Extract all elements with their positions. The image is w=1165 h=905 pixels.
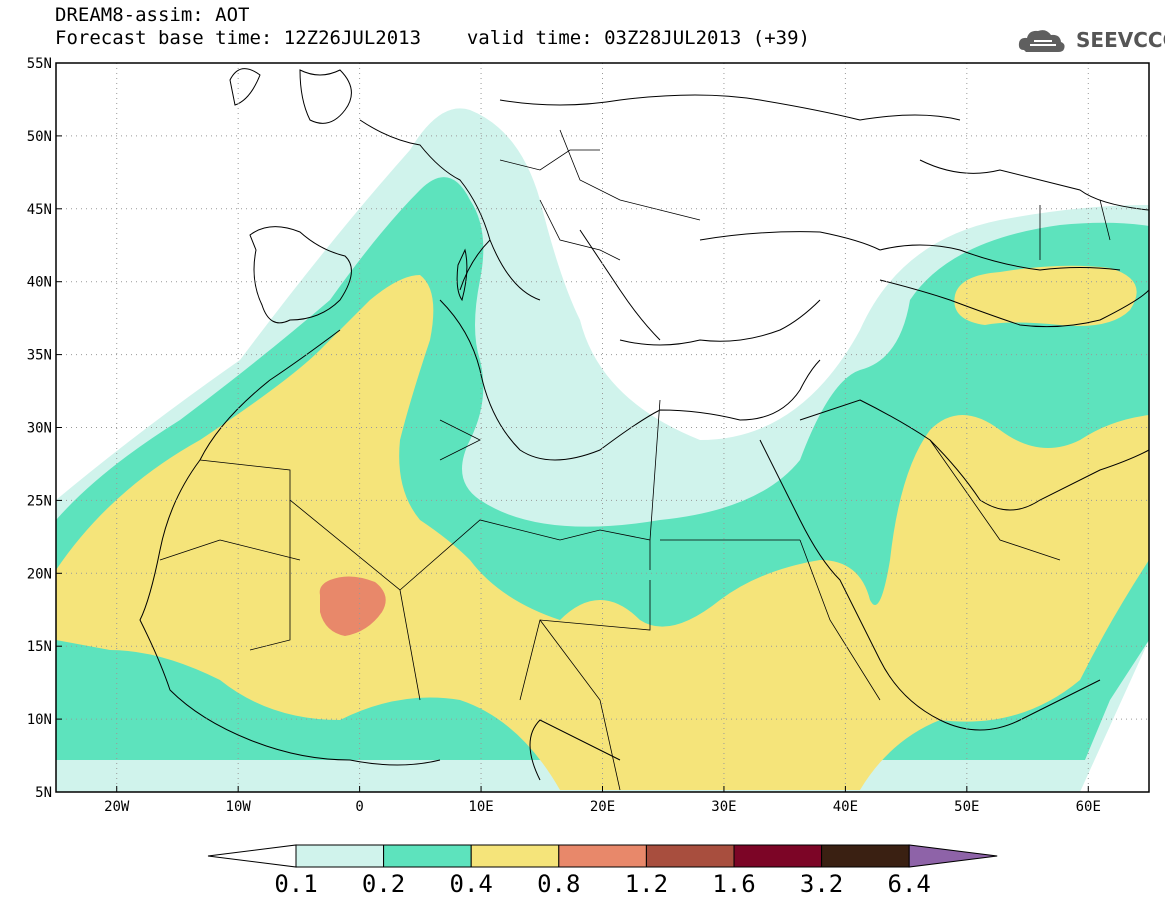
lon-tick-label: 10W <box>226 799 252 815</box>
latitude-axis: 5N 10N 15N 20N 25N 30N 35N 40N 45N 50N 55N <box>27 56 62 801</box>
colorbar-bin-3 <box>558 844 647 868</box>
longitude-axis: 20W 10W 0 10E 20E 30E 40E 50E 60E <box>104 786 1101 815</box>
lon-tick-label: 20W <box>104 799 130 815</box>
valid-time: valid time: 03Z28JUL2013 (+39) <box>466 27 810 49</box>
colorbar-label: 0.1 <box>274 870 317 898</box>
lon-tick-label: 60E <box>1076 799 1101 815</box>
colorbar-label: 3.2 <box>800 870 843 898</box>
lat-tick-label: 55N <box>27 56 52 72</box>
lat-tick-label: 20N <box>27 566 52 582</box>
colorbar-bin-2 <box>470 844 560 868</box>
lon-tick-label: 50E <box>954 799 979 815</box>
lat-tick-label: 30N <box>27 421 52 437</box>
aot-field <box>56 63 1149 792</box>
lat-tick-label: 5N <box>35 785 52 801</box>
colorbar-label: 0.4 <box>450 870 493 898</box>
lat-tick-label: 50N <box>27 129 52 145</box>
logo-text: SEEVCCC <box>1076 28 1165 52</box>
lon-tick-label: 30E <box>711 799 736 815</box>
colorbar-bin-0 <box>295 844 385 868</box>
colorbar-bin-1 <box>383 844 472 868</box>
country-borders <box>159 129 1111 791</box>
lat-tick-label: 15N <box>27 639 52 655</box>
colorbar-bin-6 <box>821 844 910 868</box>
lat-tick-label: 10N <box>27 712 52 728</box>
colorbar-bin-4 <box>645 844 735 868</box>
lat-tick-label: 25N <box>27 493 52 509</box>
colorbar-over-arrow <box>908 844 998 868</box>
colorbar-label: 1.6 <box>712 870 755 898</box>
colorbar-label: 6.4 <box>888 870 931 898</box>
colorbar-bin-5 <box>733 844 823 868</box>
lon-tick-label: 40E <box>833 799 858 815</box>
map-subtitle: Forecast base time: 12Z26JUL2013 valid t… <box>55 27 810 49</box>
colorbar-label: 1.2 <box>625 870 668 898</box>
lon-tick-label: 10E <box>468 799 493 815</box>
gridlines <box>56 63 1149 792</box>
aot-contour-0.4 <box>56 275 1149 790</box>
aot-contour-0.4-north <box>954 265 1137 326</box>
lat-tick-label: 40N <box>27 275 52 291</box>
colorbar-label: 0.8 <box>537 870 580 898</box>
aot-contour-0.8 <box>319 576 386 636</box>
cloud-icon <box>1018 30 1065 52</box>
lat-tick-label: 45N <box>27 202 52 218</box>
colorbar-under-arrow <box>207 844 297 868</box>
colorbar: 0.1 0.2 0.4 0.8 1.2 1.6 3.2 6.4 <box>207 844 998 898</box>
colorbar-label: 0.2 <box>362 870 405 898</box>
lon-tick-label: 0 <box>355 799 363 815</box>
forecast-base-time: Forecast base time: 12Z26JUL2013 <box>55 27 422 49</box>
map-title: DREAM8-assim: AOT <box>55 4 250 26</box>
lon-tick-label: 20E <box>590 799 615 815</box>
lat-tick-label: 35N <box>27 348 52 364</box>
